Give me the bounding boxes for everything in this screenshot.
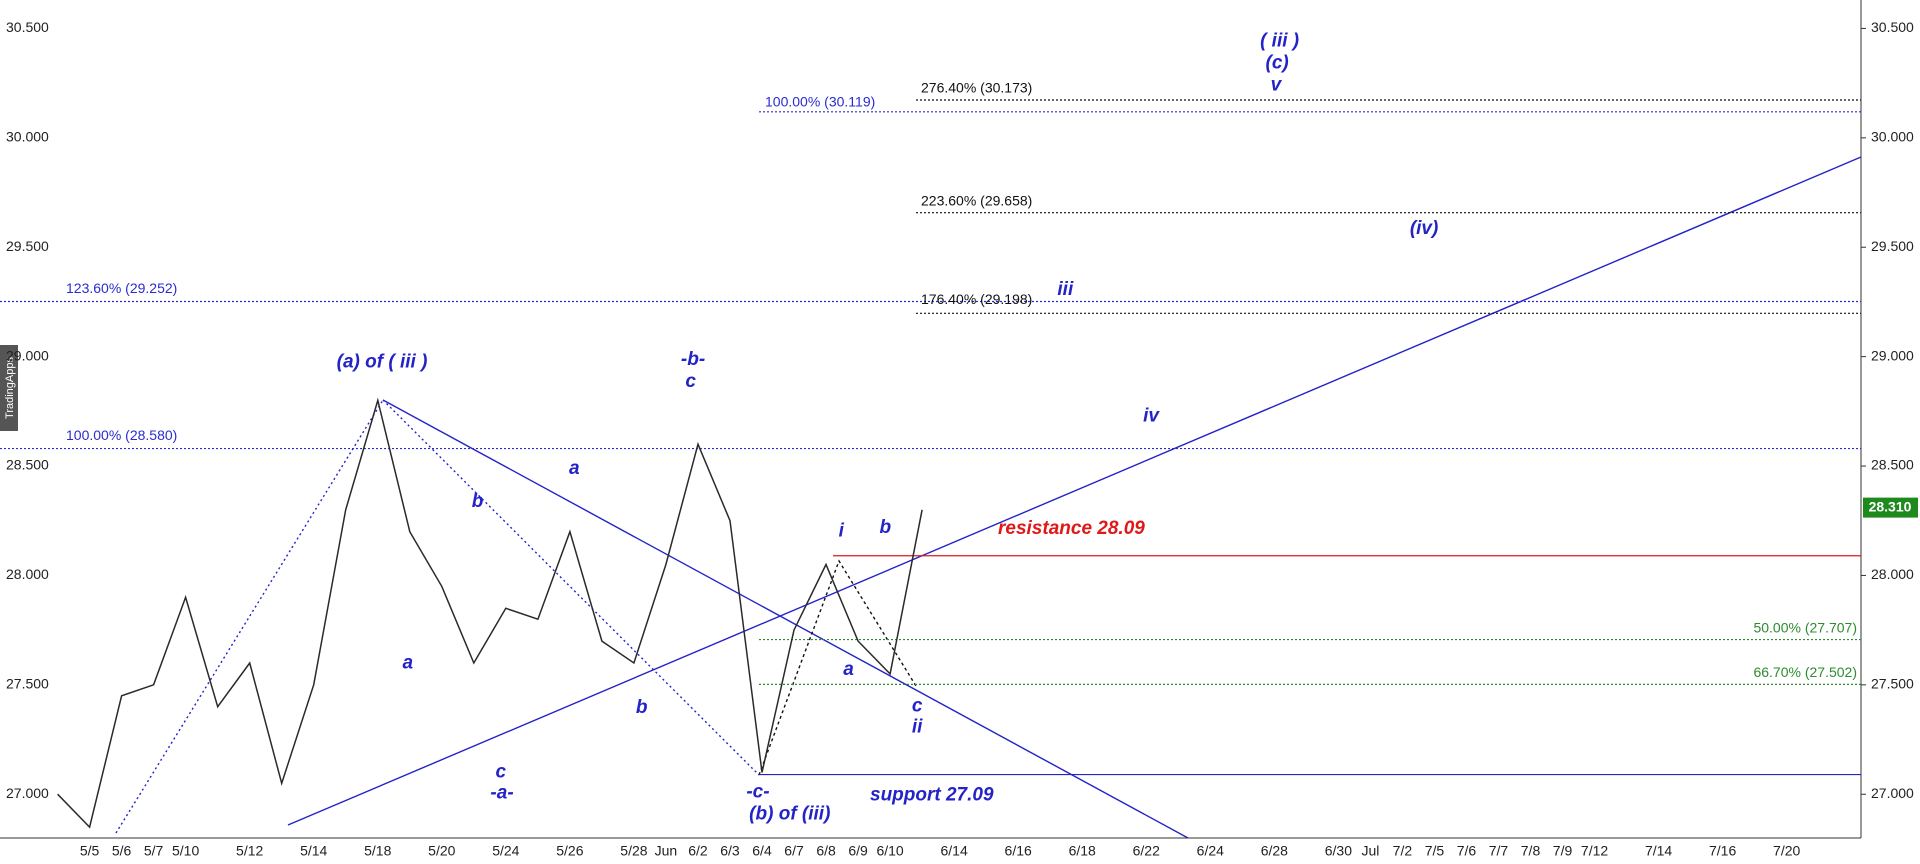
level-label: 223.60% (29.658) xyxy=(921,192,1032,208)
x-tick-label: 6/30 xyxy=(1325,843,1352,859)
x-tick-label: Jun xyxy=(655,843,678,859)
x-tick-label: 6/22 xyxy=(1133,843,1160,859)
x-tick-label: 6/10 xyxy=(876,843,903,859)
x-tick-label: 7/8 xyxy=(1521,843,1541,859)
y-tick-label: 28.000 xyxy=(1871,566,1914,582)
level-label: 176.40% (29.198) xyxy=(921,291,1032,307)
x-tick-label: 6/16 xyxy=(1005,843,1032,859)
wave-label: ( iii ) xyxy=(1260,31,1299,52)
dotted-wave xyxy=(382,399,760,776)
x-tick-label: 5/7 xyxy=(144,843,164,859)
level-label: 50.00% (27.707) xyxy=(1753,619,1857,635)
x-tick-label: 7/14 xyxy=(1645,843,1672,859)
x-tick-label: 7/6 xyxy=(1457,843,1477,859)
wave-label: (b) of (iii) xyxy=(749,803,830,824)
level-label: 100.00% (28.580) xyxy=(66,427,177,443)
x-tick-label: 5/28 xyxy=(620,843,647,859)
x-tick-label: 6/28 xyxy=(1261,843,1288,859)
y-tick-label: 29.500 xyxy=(1871,238,1914,254)
brand-label: TradingApps xyxy=(4,357,16,419)
wave-label: i xyxy=(839,520,845,541)
brand-tab xyxy=(0,345,18,431)
x-tick-label: 5/26 xyxy=(556,843,583,859)
x-tick-label: 5/10 xyxy=(172,843,199,859)
y-tick-label: 27.500 xyxy=(1871,676,1914,692)
y-tick-label: 30.000 xyxy=(1871,129,1914,145)
level-label: resistance 28.09 xyxy=(998,518,1145,539)
x-tick-label: 7/7 xyxy=(1489,843,1509,859)
y-tick-label: 28.000 xyxy=(6,566,49,582)
x-tick-label: 6/24 xyxy=(1197,843,1224,859)
wave-label: b xyxy=(636,697,648,718)
y-tick-label: 30.500 xyxy=(1871,19,1914,35)
level-label: support 27.09 xyxy=(870,785,994,806)
wave-label: -a- xyxy=(490,782,513,803)
trendlines xyxy=(115,156,1862,839)
wave-label: iii xyxy=(1057,279,1074,300)
y-tick-label: 30.000 xyxy=(6,129,49,145)
wave-label: a xyxy=(569,458,580,479)
y-tick-label: 27.000 xyxy=(1871,785,1914,801)
x-tick-label: 6/2 xyxy=(688,843,708,859)
x-tick-label: 7/20 xyxy=(1773,843,1800,859)
x-tick-label: 7/2 xyxy=(1393,843,1413,859)
y-tick-label: 29.500 xyxy=(6,238,49,254)
x-tick-label: 5/14 xyxy=(300,843,327,859)
y-tick-label: 30.500 xyxy=(6,19,49,35)
y-tick-label: 29.000 xyxy=(6,347,49,363)
level-label: 66.70% (27.502) xyxy=(1753,664,1857,680)
wave-label: ii xyxy=(912,716,923,737)
x-tick-label: 6/9 xyxy=(848,843,868,859)
wave-label: a xyxy=(843,659,854,680)
wave-label: iv xyxy=(1143,405,1160,426)
rising-trendline xyxy=(287,156,1862,826)
y-tick-label: 29.000 xyxy=(1871,347,1914,363)
wave-label: c xyxy=(912,696,923,717)
x-tick-label: 5/24 xyxy=(492,843,519,859)
wave-label: -c- xyxy=(746,781,769,802)
wave-label: (iv) xyxy=(1410,218,1439,239)
level-label: 123.60% (29.252) xyxy=(66,280,177,296)
wave-label: a xyxy=(402,653,413,674)
y-tick-label: 28.500 xyxy=(1871,457,1914,473)
x-tick-label: 6/18 xyxy=(1069,843,1096,859)
x-tick-label: 7/9 xyxy=(1553,843,1573,859)
wave-label: c xyxy=(496,762,507,783)
wave-label: b xyxy=(472,491,484,512)
x-tick-label: 6/8 xyxy=(816,843,836,859)
x-tick-label: 5/12 xyxy=(236,843,263,859)
last-price-label: 28.310 xyxy=(1869,498,1912,514)
wave-label: -b- xyxy=(681,349,705,370)
x-tick-label: 7/12 xyxy=(1581,843,1608,859)
x-tick-label: 7/16 xyxy=(1709,843,1736,859)
x-tick-label: 5/18 xyxy=(364,843,391,859)
y-tick-label: 27.000 xyxy=(6,785,49,801)
x-tick-label: 6/7 xyxy=(784,843,804,859)
x-tick-label: 5/20 xyxy=(428,843,455,859)
level-label: 100.00% (30.119) xyxy=(765,94,875,110)
price-line xyxy=(57,397,923,829)
wave-label: b xyxy=(880,517,892,538)
y-tick-label: 28.500 xyxy=(6,457,49,473)
x-tick-label: 5/6 xyxy=(112,843,132,859)
last-price-badge xyxy=(1863,497,1918,518)
x-tick-label: 6/3 xyxy=(720,843,740,859)
wave-label: v xyxy=(1271,75,1283,96)
y-tick-label: 27.500 xyxy=(6,676,49,692)
x-tick-label: Jul xyxy=(1361,843,1379,859)
wave-label: (c) xyxy=(1266,53,1289,74)
x-tick-label: 6/14 xyxy=(941,843,968,859)
x-tick-label: 5/5 xyxy=(80,843,100,859)
x-tick-label: 7/5 xyxy=(1425,843,1445,859)
dotted-wave xyxy=(758,559,917,776)
level-label: 276.40% (30.173) xyxy=(921,80,1032,96)
falling-trendline xyxy=(382,399,1189,839)
wave-label: c xyxy=(685,371,696,392)
x-tick-label: 6/4 xyxy=(752,843,772,859)
wave-label: (a) of ( iii ) xyxy=(337,351,428,372)
